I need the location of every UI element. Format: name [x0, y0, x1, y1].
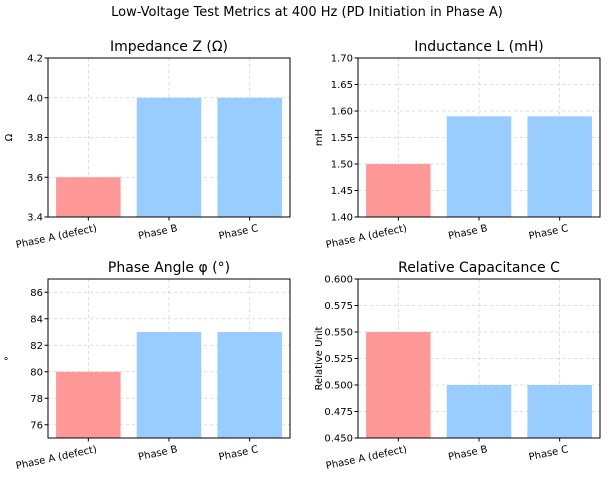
bar-phase-b	[446, 116, 512, 217]
chart-title: Relative Capacitance C	[398, 260, 560, 276]
bar-phase-a-defect	[366, 164, 431, 217]
y-tick-label: 84	[30, 314, 43, 325]
y-tick-label: 76	[30, 420, 43, 431]
bar-phase-a-defect	[56, 177, 121, 217]
y-tick-label: 0.525	[324, 354, 353, 365]
bar-phase-c	[527, 385, 592, 438]
x-tick-label: Phase B	[137, 223, 178, 242]
bar-phase-b	[136, 97, 202, 217]
y-axis-label: °	[4, 356, 15, 361]
bar-phase-c	[217, 97, 282, 217]
chart-title: Impedance Z (Ω)	[110, 39, 228, 55]
x-tick-label: Phase A (defect)	[325, 444, 408, 472]
y-tick-label: 1.50	[331, 160, 353, 171]
figure-title: Low-Voltage Test Metrics at 400 Hz (PD I…	[111, 5, 503, 20]
chart-panels: Impedance Z (Ω) 3.4 3.6 3.8 4.0 4.2 Phase A (d…	[4, 39, 601, 472]
x-tick-label: Phase B	[137, 444, 178, 463]
chart-panel-3: Phase Angle φ (°) 76 78 80 82 84 86 Phase A (de…	[4, 260, 291, 472]
y-tick-label: 0.575	[324, 301, 353, 312]
y-tick-label: 3.8	[27, 133, 43, 144]
y-tick-label: 3.6	[27, 173, 43, 184]
x-tick-label: Phase C	[218, 223, 259, 242]
x-tick-label: Phase B	[447, 444, 488, 463]
y-axis-label: Relative Unit	[314, 326, 325, 390]
chart-panel-4: Relative Capacitance C 0.450 0.475 0.500 0.5…	[314, 260, 601, 472]
x-tick-label: Phase A (defect)	[15, 444, 98, 472]
bar-phase-b	[446, 385, 512, 438]
x-tick-label: Phase A (defect)	[15, 223, 98, 251]
chart-panel-1: Impedance Z (Ω) 3.4 3.6 3.8 4.0 4.2 Phase A (d…	[4, 39, 291, 251]
bar-phase-b	[136, 332, 202, 438]
y-tick-label: 4.0	[27, 93, 43, 104]
y-tick-label: 4.2	[27, 54, 43, 65]
y-tick-label: 1.60	[331, 107, 353, 118]
x-tick-label: Phase C	[218, 444, 259, 463]
y-tick-label: 78	[30, 394, 43, 405]
y-tick-label: 1.70	[331, 54, 353, 65]
y-tick-label: 0.600	[324, 275, 353, 286]
y-tick-label: 80	[30, 367, 43, 378]
y-axis-label: Ω	[4, 133, 15, 141]
y-tick-label: 1.65	[331, 80, 353, 91]
x-tick-label: Phase B	[447, 223, 488, 242]
chart-panel-2: Inductance L (mH) 1.40 1.45 1.50 1.55 1.60 1.6…	[314, 39, 601, 251]
y-tick-label: 0.500	[324, 381, 353, 392]
y-tick-label: 0.475	[324, 407, 353, 418]
y-tick-label: 82	[30, 341, 43, 352]
y-axis-label: mH	[314, 129, 325, 146]
x-tick-label: Phase C	[528, 444, 569, 463]
bar-phase-a-defect	[366, 332, 431, 438]
y-tick-label: 1.45	[331, 186, 353, 197]
bar-phase-a-defect	[56, 371, 121, 438]
chart-title: Inductance L (mH)	[414, 39, 544, 55]
y-tick-label: 0.550	[324, 328, 353, 339]
bar-phase-c	[217, 332, 282, 438]
y-tick-label: 3.4	[27, 213, 43, 224]
chart-title: Phase Angle φ (°)	[108, 260, 230, 276]
y-tick-label: 86	[30, 288, 43, 299]
x-tick-label: Phase A (defect)	[325, 223, 408, 251]
y-tick-label: 1.55	[331, 133, 353, 144]
y-tick-label: 1.40	[331, 213, 353, 224]
y-tick-label: 0.450	[324, 434, 353, 445]
x-tick-label: Phase C	[528, 223, 569, 242]
bar-phase-c	[527, 116, 592, 217]
